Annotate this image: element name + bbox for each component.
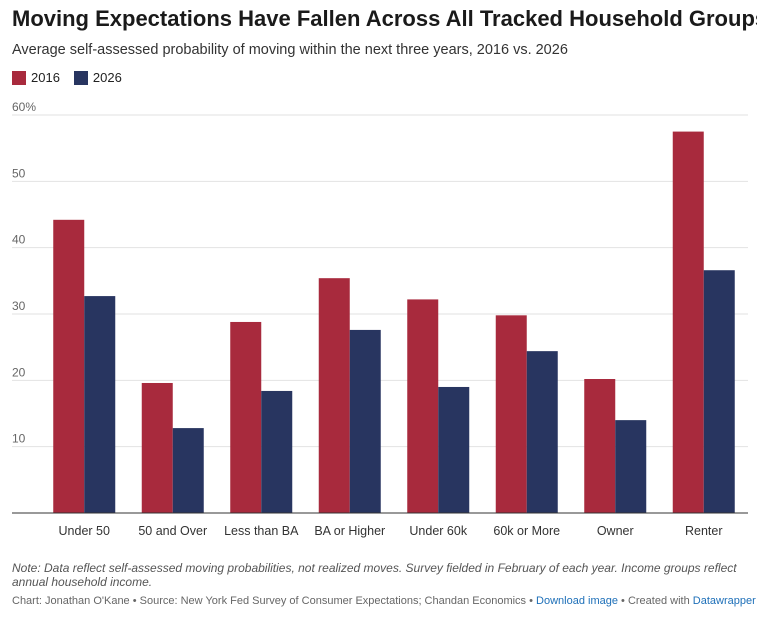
bar-2016	[230, 321, 262, 513]
x-category-label: BA or Higher	[314, 524, 385, 538]
y-tick-label: 50	[12, 166, 26, 180]
bar-2016	[407, 299, 439, 513]
x-category-label: 50 and Over	[138, 524, 207, 538]
x-category-label: Renter	[685, 524, 723, 538]
x-category-label: 60k or More	[493, 524, 560, 538]
chart-subtitle: Average self-assessed probability of mov…	[12, 42, 568, 58]
datawrapper-link[interactable]: Datawrapper	[692, 595, 756, 607]
bar-chart-plot: 60% 50 40 30 20 10 Under 50 50 and Over Less tha…	[12, 100, 748, 538]
y-tick-label: 60%	[12, 100, 36, 114]
legend-item-2026: 2026	[73, 70, 122, 85]
legend-item-2016: 2016	[12, 70, 60, 85]
y-tick-label: 30	[12, 299, 26, 313]
legend-label-2016: 2016	[31, 70, 60, 85]
legend: 2016 2026	[12, 70, 122, 85]
chart-title: Moving Expectations Have Fallen Across A…	[12, 6, 757, 31]
x-category-label: Under 60k	[409, 524, 467, 538]
x-category-label: Under 50	[59, 524, 110, 538]
bar-2026	[703, 270, 735, 513]
legend-swatch-2016	[12, 70, 26, 85]
bar-2016	[672, 131, 704, 514]
chart-credit: Chart: Jonathan O'Kane • Source: New Yor…	[12, 595, 756, 607]
bar-2016	[53, 219, 85, 513]
y-tick-label: 20	[12, 365, 26, 379]
download-image-link[interactable]: Download image	[536, 595, 618, 607]
bar-2016	[141, 382, 173, 513]
bar-2026	[84, 296, 116, 513]
bar-2026	[349, 329, 381, 513]
credit-text: Chart: Jonathan O'Kane • Source: New Yor…	[12, 595, 533, 607]
legend-label-2026: 2026	[92, 70, 122, 85]
bar-2016	[584, 379, 616, 513]
bar-2016	[495, 315, 527, 513]
bar-2026	[615, 420, 647, 513]
bar-2026	[261, 390, 293, 513]
x-category-label: Owner	[597, 524, 634, 538]
created-with-text: • Created with	[621, 595, 690, 607]
bar-2026	[526, 351, 558, 513]
bar-2026	[172, 428, 204, 513]
legend-swatch-2026	[73, 70, 88, 85]
chart-footnote: Note: Data reflect self-assessed moving …	[12, 561, 737, 589]
x-category-label: Less than BA	[224, 524, 299, 538]
bar-2026	[438, 386, 470, 513]
y-tick-label: 40	[12, 233, 26, 247]
bar-2016	[318, 278, 350, 513]
y-tick-label: 10	[12, 432, 26, 446]
